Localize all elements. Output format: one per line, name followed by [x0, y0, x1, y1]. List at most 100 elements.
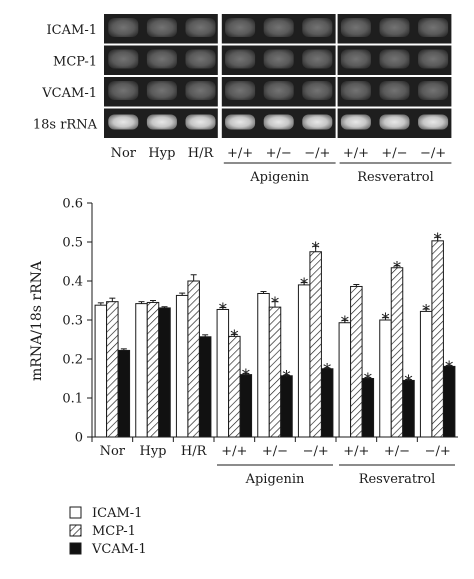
gel-band — [418, 81, 449, 100]
significance-marker: * — [382, 310, 390, 329]
bar-mcp-1 — [228, 335, 241, 438]
gel-band — [108, 81, 139, 100]
gel-band — [225, 18, 256, 37]
bar-icam-1 — [94, 304, 108, 438]
gel-group-label: Resveratrol — [357, 170, 434, 185]
gel-band — [185, 49, 216, 69]
significance-marker: * — [422, 301, 430, 320]
bar-mcp-1 — [187, 280, 200, 438]
gel-band — [418, 49, 449, 69]
gel-band — [263, 18, 294, 37]
gel-band — [340, 49, 371, 69]
gel-band — [302, 114, 333, 130]
gel-band — [108, 18, 139, 37]
gel-band — [146, 114, 177, 130]
y-axis-label: mRNA/18s rRNA — [29, 260, 45, 381]
gel-row-label: VCAM-1 — [41, 86, 97, 101]
bar-mcp-1 — [390, 267, 404, 438]
gel-band — [379, 81, 410, 100]
bar-icam-1 — [257, 292, 270, 438]
gel-band — [225, 81, 256, 100]
bar-vcam-1 — [117, 349, 131, 438]
bar-mcp-1 — [146, 301, 160, 438]
gel-band — [146, 81, 177, 100]
gel-lane-label: H/R — [188, 146, 215, 161]
gel-band — [225, 114, 256, 130]
significance-marker: * — [219, 300, 227, 319]
x-tick-label: +/+ — [343, 444, 369, 459]
gel-row-label: MCP-1 — [53, 54, 97, 69]
y-tick-label: 0.6 — [62, 197, 83, 212]
legend-label: MCP-1 — [92, 524, 136, 539]
gel-lane-label: Nor — [111, 146, 137, 161]
significance-marker: * — [312, 238, 320, 257]
gel-band — [340, 18, 371, 37]
gel-band — [108, 114, 139, 130]
x-group-label: Apigenin — [245, 472, 305, 487]
gel-band — [418, 18, 449, 37]
gel-band — [108, 49, 139, 69]
bar-vcam-1 — [320, 368, 334, 438]
x-tick-label: H/R — [181, 444, 208, 459]
legend-label: VCAM-1 — [91, 542, 147, 557]
legend-swatch — [69, 542, 82, 555]
y-tick-label: 0.1 — [62, 392, 83, 407]
bar-icam-1 — [379, 319, 392, 438]
significance-marker: * — [341, 312, 349, 331]
significance-marker: * — [445, 358, 453, 377]
gel-band — [185, 81, 216, 100]
gel-band — [263, 49, 294, 69]
gel-band — [340, 81, 371, 100]
y-tick-label: 0.4 — [62, 275, 83, 290]
gel-band — [185, 114, 216, 130]
x-tick-label: +/− — [384, 444, 410, 459]
gel-lane-label: +/+ — [227, 146, 253, 161]
bar-icam-1 — [419, 310, 433, 438]
x-tick-label: Nor — [100, 444, 126, 459]
x-tick-label: +/− — [262, 444, 288, 459]
y-tick-label: 0 — [75, 431, 83, 446]
gel-lane-label: −/+ — [420, 146, 446, 161]
gel-image: ICAM-1 MCP-1 VCAM-1 18s rRNA Nor Hyp H/R +/+ +/… — [33, 14, 452, 185]
x-tick-label: −/+ — [303, 444, 329, 459]
significance-marker: * — [434, 229, 442, 248]
gel-band — [418, 114, 449, 130]
significance-marker: * — [283, 367, 291, 386]
bar-icam-1 — [175, 294, 189, 438]
bar-mcp-1 — [350, 285, 363, 438]
legend-label: ICAM-1 — [92, 506, 142, 521]
gel-band — [146, 49, 177, 69]
gel-band — [225, 49, 256, 69]
bar-mcp-1 — [268, 306, 282, 438]
bar-icam-1 — [216, 308, 230, 438]
x-group-label: Resveratrol — [359, 472, 436, 487]
bar-chart: mRNA/18s rRNA 00.10.20.30.40.50.6 ******… — [29, 197, 458, 557]
bar-icam-1 — [297, 284, 311, 438]
significance-marker: * — [230, 326, 238, 345]
significance-marker: * — [393, 258, 401, 277]
significance-marker: * — [364, 370, 372, 389]
gel-band — [379, 49, 410, 69]
legend-swatch — [69, 506, 82, 519]
bar-icam-1 — [338, 322, 352, 438]
gel-row-label: ICAM-1 — [47, 23, 97, 38]
gel-lane-label: +/− — [381, 146, 407, 161]
bar-mcp-1 — [106, 301, 119, 438]
gel-group-label: Apigenin — [249, 170, 309, 185]
y-tick-label: 0.2 — [62, 353, 83, 368]
y-tick-label: 0.5 — [62, 236, 83, 251]
gel-band — [379, 18, 410, 37]
gel-row-label: 18s rRNA — [33, 117, 98, 132]
gel-lane-label: −/+ — [304, 146, 330, 161]
bar-vcam-1 — [198, 336, 212, 438]
gel-band — [340, 114, 371, 130]
significance-marker: * — [405, 372, 413, 391]
x-tick-label: Hyp — [139, 444, 166, 459]
gel-band — [379, 114, 410, 130]
gel-band — [263, 81, 294, 100]
bar-vcam-1 — [158, 307, 171, 438]
y-tick-label: 0.3 — [62, 314, 83, 329]
significance-marker: * — [242, 365, 250, 384]
legend-swatch — [69, 524, 82, 537]
